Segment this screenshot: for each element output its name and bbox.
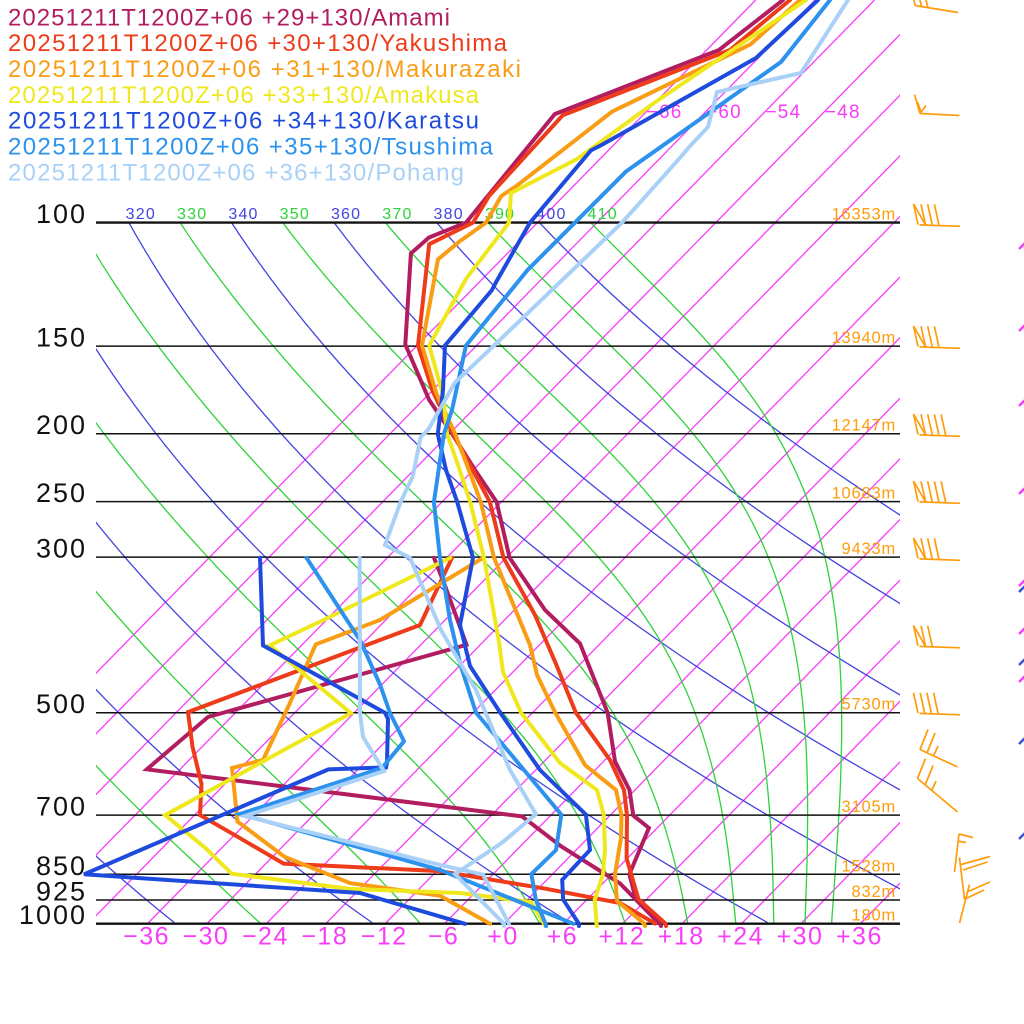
svg-text:−54: −54 bbox=[765, 102, 801, 123]
svg-text:−30: −30 bbox=[183, 923, 230, 951]
svg-text:700: 700 bbox=[36, 792, 87, 822]
svg-text:410: 410 bbox=[588, 206, 618, 223]
svg-text:−48: −48 bbox=[825, 102, 861, 123]
svg-text:250: 250 bbox=[36, 478, 87, 508]
svg-text:925: 925 bbox=[36, 877, 87, 907]
svg-text:150: 150 bbox=[36, 323, 87, 353]
svg-text:180m: 180m bbox=[852, 907, 896, 925]
svg-text:832m: 832m bbox=[852, 883, 896, 901]
svg-text:9433m: 9433m bbox=[842, 540, 896, 558]
svg-text:20251211T1200Z+06 +35+130/Tsus: 20251211T1200Z+06 +35+130/Tsushima bbox=[8, 134, 494, 161]
svg-text:20251211T1200Z+06 +33+130/Amak: 20251211T1200Z+06 +33+130/Amakusa bbox=[8, 82, 480, 109]
svg-text:−18: −18 bbox=[301, 923, 348, 951]
svg-text:3105m: 3105m bbox=[842, 798, 896, 816]
svg-text:16353m: 16353m bbox=[832, 206, 896, 224]
svg-text:100: 100 bbox=[36, 199, 87, 229]
svg-text:350: 350 bbox=[280, 206, 310, 223]
svg-text:300: 300 bbox=[36, 534, 87, 564]
svg-text:+12: +12 bbox=[598, 923, 645, 951]
svg-text:200: 200 bbox=[36, 410, 87, 440]
svg-text:13940m: 13940m bbox=[832, 329, 896, 347]
svg-text:10683m: 10683m bbox=[832, 485, 896, 503]
svg-text:20251211T1200Z+06 +29+130/Amam: 20251211T1200Z+06 +29+130/Amami bbox=[8, 4, 450, 31]
svg-text:−24: −24 bbox=[242, 923, 289, 951]
svg-text:850: 850 bbox=[36, 851, 87, 881]
svg-text:500: 500 bbox=[36, 689, 87, 719]
svg-text:1000: 1000 bbox=[19, 900, 87, 930]
svg-text:1528m: 1528m bbox=[842, 857, 896, 875]
svg-text:330: 330 bbox=[177, 206, 207, 223]
svg-text:+6: +6 bbox=[547, 923, 579, 951]
svg-text:20251211T1200Z+06 +31+130/Maku: 20251211T1200Z+06 +31+130/Makurazaki bbox=[8, 56, 521, 83]
svg-text:+24: +24 bbox=[717, 923, 764, 951]
svg-text:+36: +36 bbox=[836, 923, 883, 951]
svg-text:−6: −6 bbox=[428, 923, 460, 951]
svg-text:20251211T1200Z+06 +30+130/Yaku: 20251211T1200Z+06 +30+130/Yakushima bbox=[8, 30, 508, 57]
svg-text:320: 320 bbox=[126, 206, 156, 223]
svg-text:+0: +0 bbox=[487, 923, 519, 951]
svg-text:400: 400 bbox=[536, 206, 566, 223]
svg-text:360: 360 bbox=[331, 206, 361, 223]
svg-text:20251211T1200Z+06 +34+130/Kara: 20251211T1200Z+06 +34+130/Karatsu bbox=[8, 108, 479, 135]
svg-text:370: 370 bbox=[382, 206, 412, 223]
svg-text:380: 380 bbox=[434, 206, 464, 223]
svg-text:+30: +30 bbox=[777, 923, 824, 951]
svg-text:5730m: 5730m bbox=[842, 696, 896, 714]
svg-text:20251211T1200Z+06 +36+130/Poha: 20251211T1200Z+06 +36+130/Pohang bbox=[8, 159, 464, 186]
svg-text:12147m: 12147m bbox=[832, 417, 896, 435]
svg-text:−12: −12 bbox=[361, 923, 408, 951]
svg-text:−36: −36 bbox=[123, 923, 170, 951]
svg-text:340: 340 bbox=[228, 206, 258, 223]
